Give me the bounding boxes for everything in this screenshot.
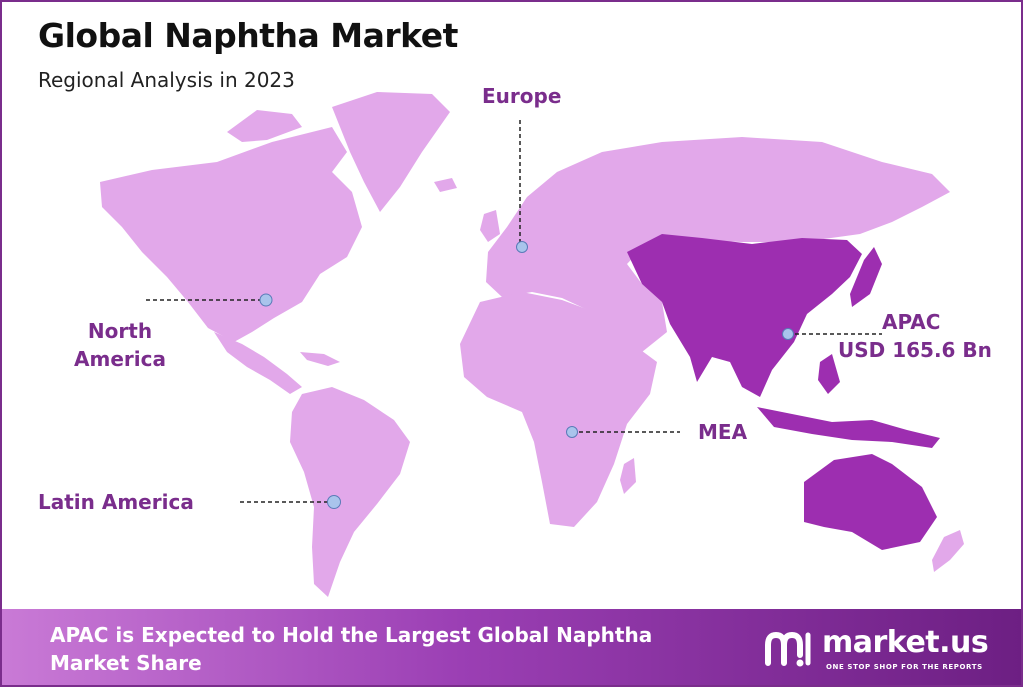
arctic-islands <box>227 110 302 142</box>
central-america-landmass <box>214 332 302 394</box>
north-america-marker <box>259 293 273 307</box>
market-us-logo-icon <box>765 631 811 667</box>
caribbean-islands <box>300 352 340 366</box>
new-zealand-landmass <box>932 530 964 572</box>
north-america-landmass <box>100 127 362 342</box>
latin-america-marker <box>327 495 341 509</box>
apac-marker <box>782 328 794 340</box>
brand-tagline: ONE STOP SHOP FOR THE REPORTS <box>826 663 983 671</box>
japan-landmass <box>850 247 882 307</box>
mea-marker <box>566 426 578 438</box>
africa-landmass <box>460 292 657 527</box>
apac-label: APAC <box>882 310 941 334</box>
eurasia-landmass <box>486 137 950 352</box>
iceland-landmass <box>434 178 457 192</box>
brand-logo[interactable]: market.us ONE STOP SHOP FOR THE REPORTS <box>762 623 1012 673</box>
world-map <box>100 92 964 597</box>
australia-landmass <box>804 454 937 550</box>
europe-marker <box>516 241 528 253</box>
brand-name: market.us <box>822 625 989 660</box>
british-isles-landmass <box>480 210 500 242</box>
north-america-label: North America <box>74 319 166 371</box>
europe-label: Europe <box>482 84 562 108</box>
latin-america-label: Latin America <box>38 490 194 514</box>
apac-value: USD 165.6 Bn <box>838 338 992 362</box>
apac-mainland <box>627 234 862 397</box>
page-subtitle: Regional Analysis in 2023 <box>38 68 295 92</box>
madagascar-landmass <box>620 458 636 494</box>
philippines-landmass <box>818 354 840 394</box>
footer-banner: APAC is Expected to Hold the Largest Glo… <box>2 609 1021 685</box>
indonesia-landmass <box>757 407 940 448</box>
mea-label: MEA <box>698 420 748 444</box>
footer-headline: APAC is Expected to Hold the Largest Glo… <box>50 623 653 675</box>
south-america-landmass <box>290 387 410 597</box>
greenland-landmass <box>332 92 450 212</box>
page-title: Global Naphtha Market <box>38 16 458 55</box>
